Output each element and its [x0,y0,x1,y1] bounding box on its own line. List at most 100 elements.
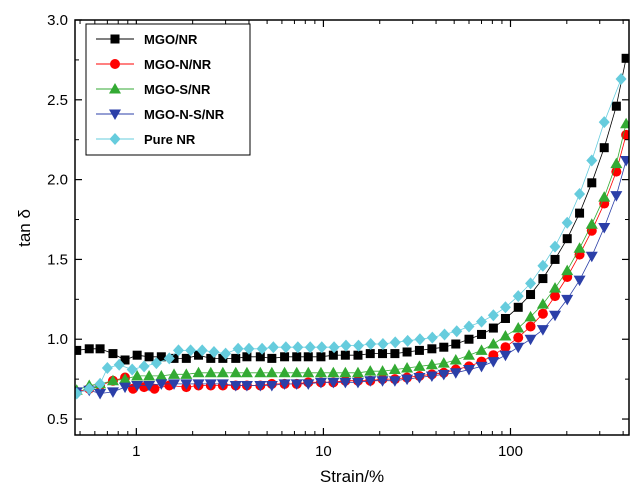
data-point [550,291,561,302]
data-point [265,366,278,378]
data-point [451,339,461,349]
x-tick-label: 1 [132,443,140,460]
legend-marker [110,59,120,69]
data-point [220,347,232,360]
data-point [426,331,438,344]
data-point [512,322,525,333]
data-point [232,342,244,355]
data-point [524,334,537,346]
data-point [562,234,572,244]
data-point [84,344,94,354]
data-point [240,381,253,392]
data-point [525,321,536,332]
data-point [537,259,549,272]
x-axis-title: Strain/% [320,467,384,486]
data-point [192,366,205,378]
data-point [106,374,119,386]
data-point [216,366,229,378]
series-5 [75,73,627,400]
data-point [401,361,414,373]
data-point [240,366,253,378]
data-point [586,154,598,167]
data-point [425,358,438,370]
data-point [365,338,377,351]
data-point [168,379,181,390]
data-point [119,373,132,384]
data-point [265,381,278,392]
data-point [611,101,621,111]
data-point [353,350,363,360]
data-point [302,366,315,378]
data-point [108,349,118,359]
data-point [180,379,193,390]
data-point [477,329,487,339]
data-point [561,294,574,306]
data-point [488,323,498,333]
data-point [255,352,265,362]
data-point [598,223,611,234]
data-point [526,290,536,300]
legend-entry: MGO-N-S/NR [96,107,225,122]
data-point [402,334,414,347]
data-point [615,73,627,86]
data-point [437,357,450,368]
data-point [512,290,524,303]
data-point [500,342,511,353]
data-point [475,361,488,373]
data-point [451,325,463,338]
data-point [449,368,462,379]
data-point [94,377,106,390]
data-point [131,369,144,381]
data-point [144,352,154,362]
data-point [94,389,107,400]
data-point [499,301,511,314]
data-point [549,310,562,322]
data-point [377,338,389,351]
data-point [610,191,623,202]
data-point [475,344,488,355]
data-point [611,166,622,177]
data-point [231,353,241,363]
data-point [126,363,138,376]
data-point [512,342,525,354]
data-point [316,352,326,362]
data-point [513,302,523,312]
data-point [439,342,449,352]
legend-marker [109,109,121,120]
data-point [156,352,166,362]
data-point [585,251,598,263]
data-point [278,379,291,390]
data-point [390,349,400,359]
x-tick-label: 10 [315,443,332,460]
legend-entry: MGO/NR [96,32,198,47]
data-point [242,352,252,362]
data-point [413,373,426,384]
legend-marker [110,34,120,44]
data-point [388,376,401,387]
data-point [101,361,113,374]
chart-axes: 1 10 100 0.5 1.0 1.5 2.0 2.5 3.0 [47,12,629,460]
data-point [463,320,475,333]
data-point [376,365,389,376]
data-point [524,310,537,322]
data-point [254,381,267,392]
data-point [143,369,156,381]
data-point [119,382,132,394]
data-point [536,325,549,336]
data-point [280,352,290,362]
data-point [340,350,350,360]
data-point [302,379,315,390]
data-point [427,344,437,354]
series-line [76,160,627,394]
data-point [462,349,475,360]
y-tick-label: 1.0 [47,331,68,348]
data-point [462,365,475,376]
legend-marker [109,83,121,94]
series-line [76,123,627,391]
data-point [106,387,119,398]
data-point [83,382,95,395]
data-point [365,349,375,359]
data-point [75,345,82,355]
data-point [163,352,175,365]
data-point [120,355,130,365]
